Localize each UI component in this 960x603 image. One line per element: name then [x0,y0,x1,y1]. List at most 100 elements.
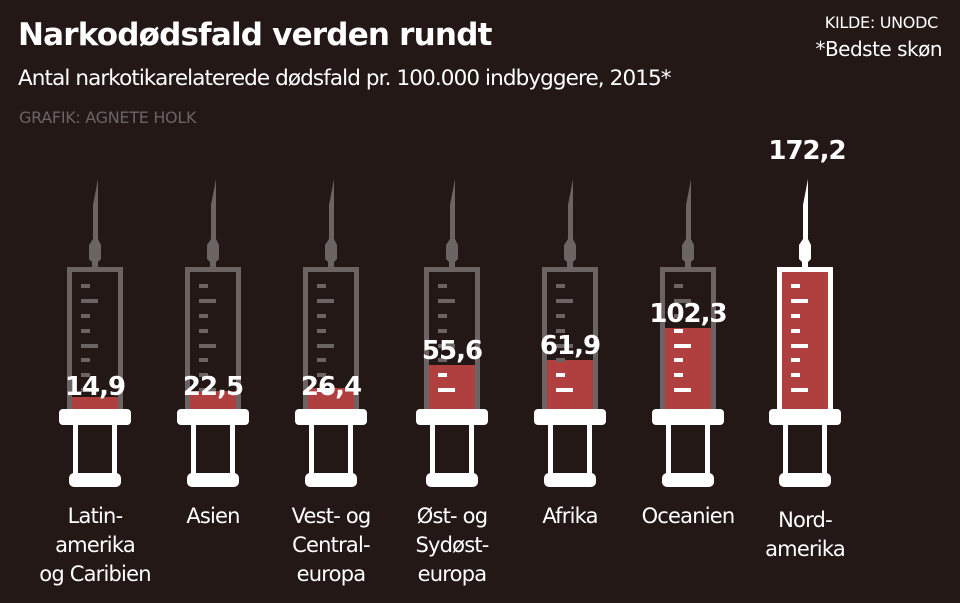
tick-mark [674,388,691,392]
value-label: 61,9 [540,331,600,361]
plunger-rod [112,424,117,476]
tick-mark [791,284,800,288]
tick-mark [556,358,565,362]
value-label: 172,2 [768,136,845,166]
tick-mark [438,284,447,288]
plunger-rod [822,424,827,476]
plunger-rod [548,424,553,476]
plunger-thumb [187,473,239,487]
tick-mark [556,373,565,377]
flange [295,409,367,425]
category-label: Afrika [495,502,645,531]
tick-mark [674,314,683,318]
tick-mark [81,314,90,318]
tick-mark [317,358,326,362]
tick-mark [791,314,800,318]
category-label-line: Vest- og [291,504,372,528]
tick-mark [199,373,208,377]
tick-mark [556,314,565,318]
syringe-5: 61,9 [534,179,606,487]
tick-mark [199,388,216,392]
tick-mark [317,299,334,303]
tick-mark [674,284,683,288]
flange [416,409,488,425]
needle-icon [89,179,101,267]
plunger-rod [309,424,314,476]
category-label-line: Øst- og [416,504,488,528]
category-label-line: amerika [55,533,136,557]
tick-mark [556,299,573,303]
tick-mark [556,344,573,348]
tick-mark [317,284,326,288]
tick-mark [317,329,326,333]
tick-mark [674,344,691,348]
plunger-rod [430,424,435,476]
category-label: Latin-amerika og Caribien [20,502,170,589]
plunger-thumb [544,473,596,487]
value-label: 22,5 [183,372,243,402]
plunger-rod [73,424,78,476]
tick-mark [317,373,326,377]
syringe-6: 102,3 [649,179,728,487]
plunger-rod [191,424,196,476]
category-label-line: europa [296,562,366,586]
graphic-credit: GRAFIK: AGNETE HOLK [19,108,197,127]
needle-icon [799,179,811,267]
tick-mark [81,388,98,392]
syringe-4: 55,6 [416,179,488,487]
chart-title: Narkodødsfald verden rundt [18,17,492,53]
fill-bar [429,365,475,409]
value-label: 26,4 [301,372,361,402]
tick-mark [199,299,216,303]
needle-icon [564,179,576,267]
needle-icon [325,179,337,267]
plunger-thumb [69,473,121,487]
tick-mark [438,299,455,303]
flange [534,409,606,425]
category-label-line: Afrika [542,504,598,528]
tick-mark [556,388,573,392]
tick-mark [791,299,808,303]
category-label-line: Oceanien [641,504,736,528]
plunger-rod [230,424,235,476]
footnote-label: *Bedste skøn [815,37,942,61]
value-label: 14,9 [65,372,125,402]
category-label-line: Sydøst- [415,533,489,557]
tick-mark [791,358,800,362]
fill-bar [782,272,828,409]
plunger-rod [783,424,788,476]
tick-mark [199,314,208,318]
tick-mark [199,344,216,348]
plunger-rod [348,424,353,476]
category-label-line: europa [417,562,487,586]
tick-mark [438,329,447,333]
flange [652,409,724,425]
tick-mark [81,358,90,362]
tick-mark [438,358,447,362]
tick-mark [438,344,455,348]
category-label-line: Asien [186,504,240,528]
tick-mark [199,358,208,362]
tick-mark [674,299,691,303]
category-label: Øst- og Sydøst-europa [377,502,527,589]
category-label: Nord-amerika [730,506,880,564]
plunger-rod [469,424,474,476]
tick-mark [81,373,90,377]
tick-mark [81,329,90,333]
tick-mark [674,329,683,333]
tick-mark [438,388,455,392]
flange [59,409,131,425]
category-label: Vest- og Central-europa [256,502,406,589]
syringe-7: 172,2 [768,136,847,487]
tick-mark [317,314,326,318]
category-label-line: og Caribien [39,562,151,586]
tick-mark [556,329,565,333]
tick-mark [81,344,98,348]
category-label: Asien [138,502,288,531]
plunger-rod [666,424,671,476]
plunger-thumb [426,473,478,487]
chart-subtitle: Antal narkotikarelaterede dødsfald pr. 1… [18,66,672,91]
plunger-thumb [779,473,831,487]
syringe-2: 22,5 [177,179,249,487]
tick-mark [674,358,683,362]
